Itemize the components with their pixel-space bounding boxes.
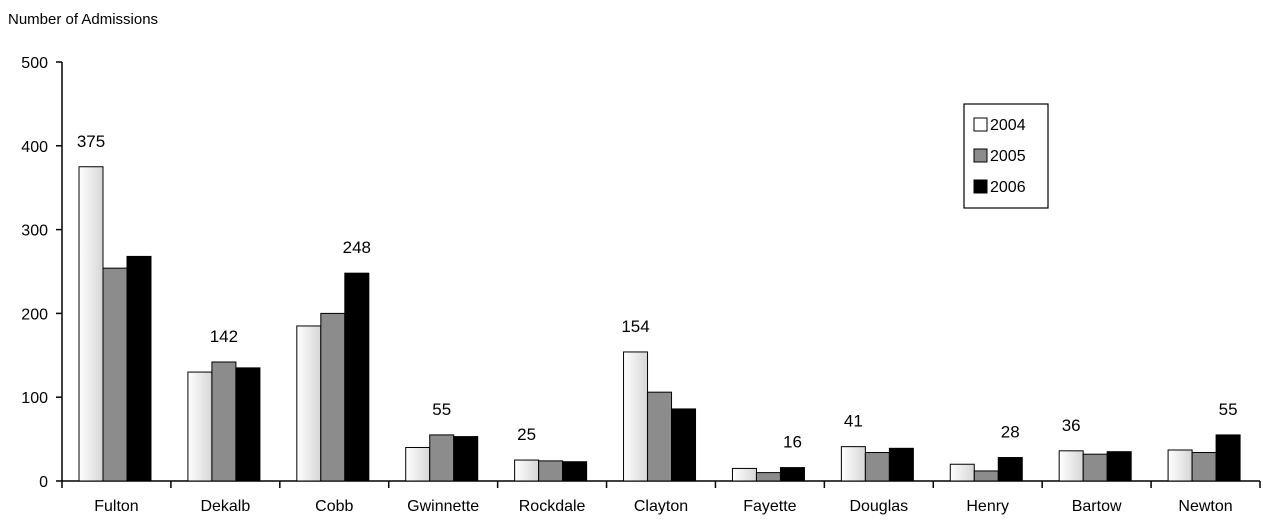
y-axis: 0 100 200 300 400 500 (21, 55, 63, 491)
y-tick-label: 400 (21, 139, 48, 156)
bar-2006 (562, 461, 588, 482)
x-tick-label: Bartow (1072, 498, 1122, 515)
bars (78, 166, 1241, 482)
data-label: 55 (1219, 400, 1238, 419)
data-label: 36 (1062, 416, 1081, 435)
data-label: 142 (210, 327, 238, 346)
bar-2004 (731, 467, 757, 482)
bar-2004 (1167, 449, 1193, 482)
bar-2006 (1106, 451, 1132, 482)
bar-2005 (755, 472, 781, 482)
bar-2006 (126, 255, 152, 482)
bar-2005 (864, 452, 890, 482)
bar-2005 (320, 312, 346, 482)
x-tick-label: Newton (1178, 498, 1232, 515)
bar-2004 (405, 446, 431, 482)
data-label: 248 (343, 238, 371, 257)
legend-label-2006: 2006 (990, 179, 1026, 196)
x-axis: Fulton Dekalb Cobb Gwinnette Rockdale Clayton… (61, 480, 1261, 515)
data-label: 55 (432, 400, 451, 419)
legend-label-2004: 2004 (990, 117, 1026, 134)
bar-2005 (1191, 452, 1217, 482)
x-tick-label: Fayette (743, 498, 796, 515)
bar-2006 (453, 436, 479, 482)
data-label: 28 (1001, 423, 1020, 442)
bar-2006 (671, 408, 697, 482)
bar-2006 (1215, 434, 1241, 482)
x-tick-label: Dekalb (200, 498, 250, 515)
x-tick-label: Gwinnette (407, 498, 479, 515)
bar-2004 (296, 325, 322, 482)
y-tick-label: 100 (21, 390, 48, 407)
bar-2006 (344, 272, 370, 482)
legend-swatch-2005 (973, 148, 988, 163)
bar-2004 (1058, 450, 1084, 482)
x-tick-label: Clayton (634, 498, 688, 515)
data-label: 154 (621, 317, 649, 336)
bar-2005 (211, 361, 237, 482)
data-label: 41 (844, 412, 863, 431)
y-axis-label: Number of Admissions (8, 11, 158, 28)
x-tick-label: Fulton (94, 498, 138, 515)
bar-2004 (949, 463, 975, 482)
legend-swatch-2004 (973, 117, 988, 132)
bar-2006 (997, 457, 1023, 482)
bar-2005 (429, 434, 455, 482)
bar-2005 (102, 267, 128, 482)
data-labels: 375 142 248 55 25 154 16 41 28 36 55 (77, 132, 1238, 452)
bar-2004 (514, 459, 540, 482)
data-label: 25 (517, 425, 536, 444)
y-tick-label: 500 (21, 55, 48, 72)
bar-2006 (235, 367, 261, 482)
bar-2005 (538, 460, 564, 482)
bar-2005 (647, 391, 673, 482)
bar-2006 (888, 447, 914, 482)
x-tick-label: Rockdale (519, 498, 586, 515)
data-label: 16 (783, 433, 802, 452)
bar-2004 (78, 166, 104, 482)
x-tick-label: Henry (966, 498, 1009, 515)
y-tick-label: 200 (21, 306, 48, 323)
y-tick-label: 300 (21, 223, 48, 240)
data-label: 375 (77, 132, 105, 151)
legend-swatch-2006 (973, 179, 988, 194)
legend: 2004 2005 2006 (963, 103, 1049, 209)
bar-2004 (623, 351, 649, 482)
bar-2005 (973, 470, 999, 482)
y-tick-label: 0 (39, 474, 48, 491)
bar-2004 (840, 446, 866, 482)
bar-2005 (1082, 453, 1108, 482)
bar-2006 (779, 467, 805, 482)
x-tick-label: Douglas (849, 498, 908, 515)
legend-label-2005: 2005 (990, 148, 1026, 165)
bar-2004 (187, 371, 213, 482)
x-tick-label: Cobb (315, 498, 353, 515)
